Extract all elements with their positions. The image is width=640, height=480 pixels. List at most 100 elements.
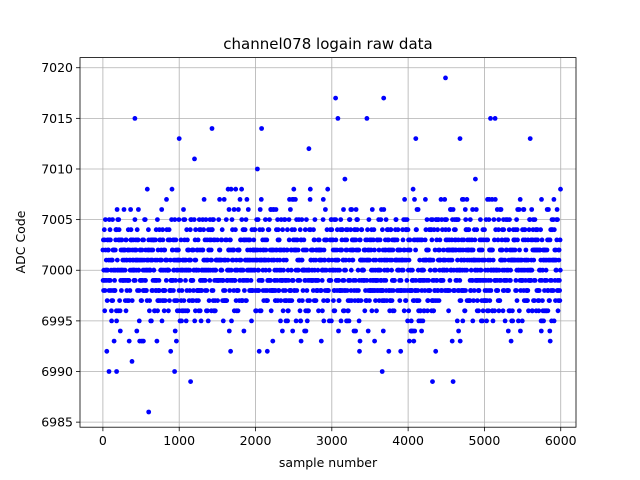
data-point (415, 288, 421, 293)
data-point (190, 247, 196, 253)
data-point (109, 257, 115, 263)
data-point-outlier (364, 116, 370, 121)
data-point (463, 288, 468, 293)
data-point (241, 328, 247, 334)
data-point (297, 308, 303, 314)
data-point (348, 227, 353, 233)
data-point (521, 207, 527, 212)
data-point (551, 318, 557, 324)
data-point (329, 227, 335, 233)
data-point (159, 257, 164, 263)
data-point (369, 207, 375, 212)
data-point (258, 308, 264, 314)
data-point-outlier (209, 126, 215, 131)
data-point (455, 257, 460, 263)
data-point (492, 237, 497, 243)
y-tick-label: 6985 (41, 415, 73, 430)
data-point (508, 338, 514, 344)
data-point (557, 237, 563, 243)
data-point (464, 197, 470, 202)
data-point (183, 278, 188, 283)
y-tick-label: 7015 (41, 111, 73, 126)
data-point-outlier (114, 369, 119, 374)
data-point (547, 328, 553, 334)
data-point (539, 237, 545, 243)
data-point (296, 267, 301, 273)
data-point (555, 217, 560, 223)
data-point (424, 217, 430, 223)
data-point (116, 217, 122, 223)
data-point (374, 308, 379, 314)
data-point (288, 288, 294, 293)
data-point (167, 298, 172, 303)
data-point (132, 278, 138, 283)
data-point (321, 247, 327, 253)
x-tick-label: 4000 (392, 433, 424, 448)
data-point (345, 308, 351, 314)
data-point (404, 217, 410, 223)
data-point (336, 298, 342, 303)
data-point (389, 267, 394, 273)
data-point (110, 217, 115, 223)
data-point (435, 227, 440, 233)
data-point (236, 207, 241, 212)
data-point (181, 207, 186, 212)
data-point (496, 267, 502, 273)
data-point (156, 288, 162, 293)
data-point (151, 267, 157, 273)
data-point (267, 217, 272, 223)
data-point (430, 257, 436, 263)
data-point (264, 237, 270, 243)
data-point (316, 237, 322, 243)
data-point (517, 197, 523, 202)
data-point (510, 318, 516, 324)
data-point (413, 278, 419, 283)
data-point (293, 197, 298, 202)
data-point (112, 288, 118, 293)
data-point (544, 247, 550, 253)
x-axis-label: sample number (279, 455, 378, 470)
data-point (273, 207, 279, 212)
data-point (127, 288, 133, 293)
data-point (422, 288, 428, 293)
data-point (341, 207, 346, 212)
data-point (179, 288, 185, 293)
data-point (318, 338, 324, 344)
data-point (205, 308, 210, 314)
data-point (315, 267, 321, 273)
data-point (504, 247, 509, 253)
data-point (556, 247, 562, 253)
data-point (498, 278, 504, 283)
data-point (473, 176, 478, 182)
data-point (110, 298, 116, 303)
data-point (193, 308, 198, 314)
data-point (398, 348, 404, 354)
y-tick-label: 7000 (41, 263, 73, 278)
data-point (102, 308, 108, 314)
data-point (310, 247, 316, 253)
chart-title: channel078 logain raw data (223, 35, 432, 53)
data-point (179, 318, 185, 324)
data-point (395, 227, 401, 233)
data-point (490, 247, 495, 253)
data-point (357, 338, 363, 344)
data-point (426, 247, 431, 253)
data-point (107, 227, 113, 233)
data-point (505, 328, 511, 334)
data-point (475, 298, 480, 303)
data-point (472, 237, 478, 243)
data-point (471, 298, 476, 303)
data-point (426, 278, 431, 283)
data-point (400, 267, 406, 273)
data-point (328, 278, 334, 283)
data-point (126, 278, 132, 283)
y-tick-label: 7010 (41, 161, 73, 176)
data-point (320, 217, 326, 223)
data-point (431, 227, 437, 233)
data-point (185, 308, 191, 314)
data-point (244, 197, 250, 202)
data-point (219, 227, 225, 233)
data-point (215, 237, 220, 243)
data-point (491, 217, 497, 223)
data-point (256, 267, 261, 273)
